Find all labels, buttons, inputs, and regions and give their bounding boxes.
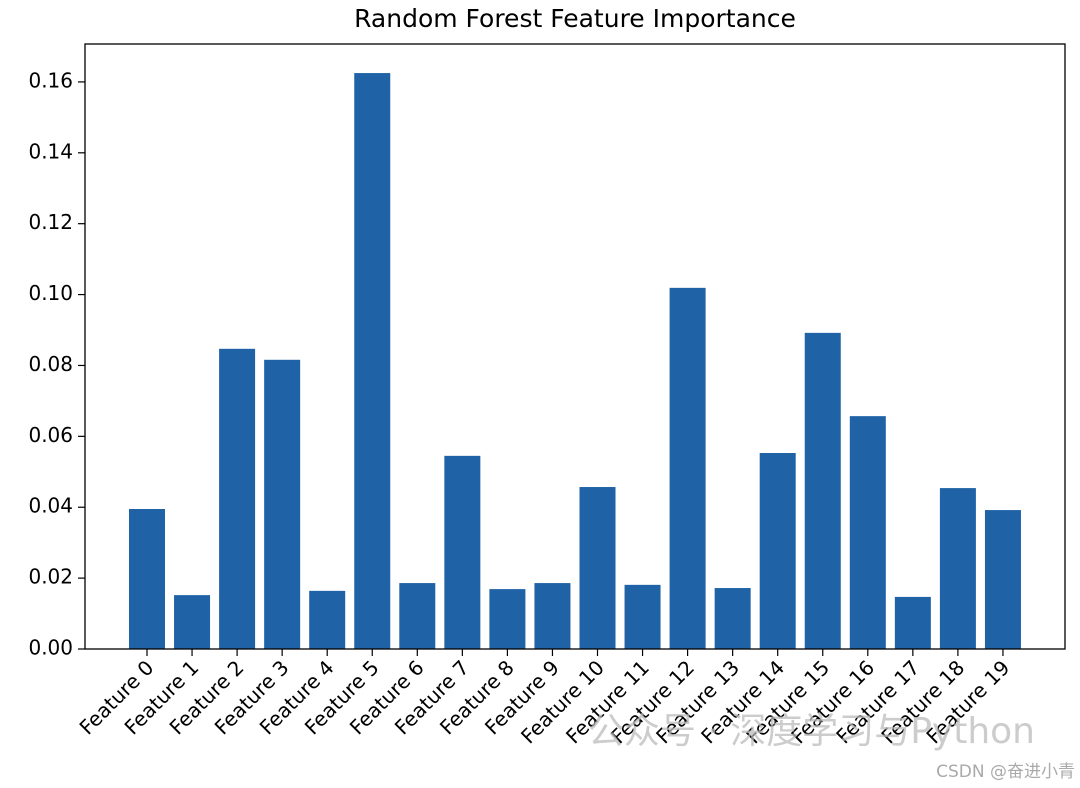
bar <box>579 487 616 649</box>
bar <box>669 287 706 649</box>
y-tick-label: 0.12 <box>28 210 73 234</box>
bar <box>759 453 796 649</box>
chart-title: Random Forest Feature Importance <box>354 4 796 33</box>
plot-frame <box>84 43 1066 650</box>
bar <box>804 332 841 649</box>
y-tick-label: 0.08 <box>28 352 73 376</box>
bar <box>984 510 1021 649</box>
bar <box>174 595 211 649</box>
bar <box>309 590 346 649</box>
bar <box>444 455 481 649</box>
y-tick-label: 0.10 <box>28 281 73 305</box>
watermark: 公众号 · 深度学习与Python <box>588 711 1035 752</box>
bar <box>354 73 391 649</box>
y-tick-label: 0.16 <box>28 68 73 92</box>
bar <box>399 583 436 649</box>
bar <box>489 589 526 649</box>
bar <box>939 488 976 649</box>
bar <box>264 359 301 649</box>
y-tick-label: 0.04 <box>28 494 73 518</box>
bar <box>534 583 571 649</box>
y-tick-label: 0.06 <box>28 423 73 447</box>
y-tick-label: 0.14 <box>28 139 73 163</box>
watermark: CSDN @奋进小青 <box>936 762 1075 782</box>
bar <box>849 416 886 649</box>
y-tick-label: 0.00 <box>28 636 73 660</box>
bar <box>129 509 165 649</box>
bar <box>894 596 931 649</box>
y-tick-label: 0.02 <box>28 565 73 589</box>
bar <box>219 348 256 649</box>
bar <box>624 584 661 649</box>
bar <box>714 588 751 649</box>
